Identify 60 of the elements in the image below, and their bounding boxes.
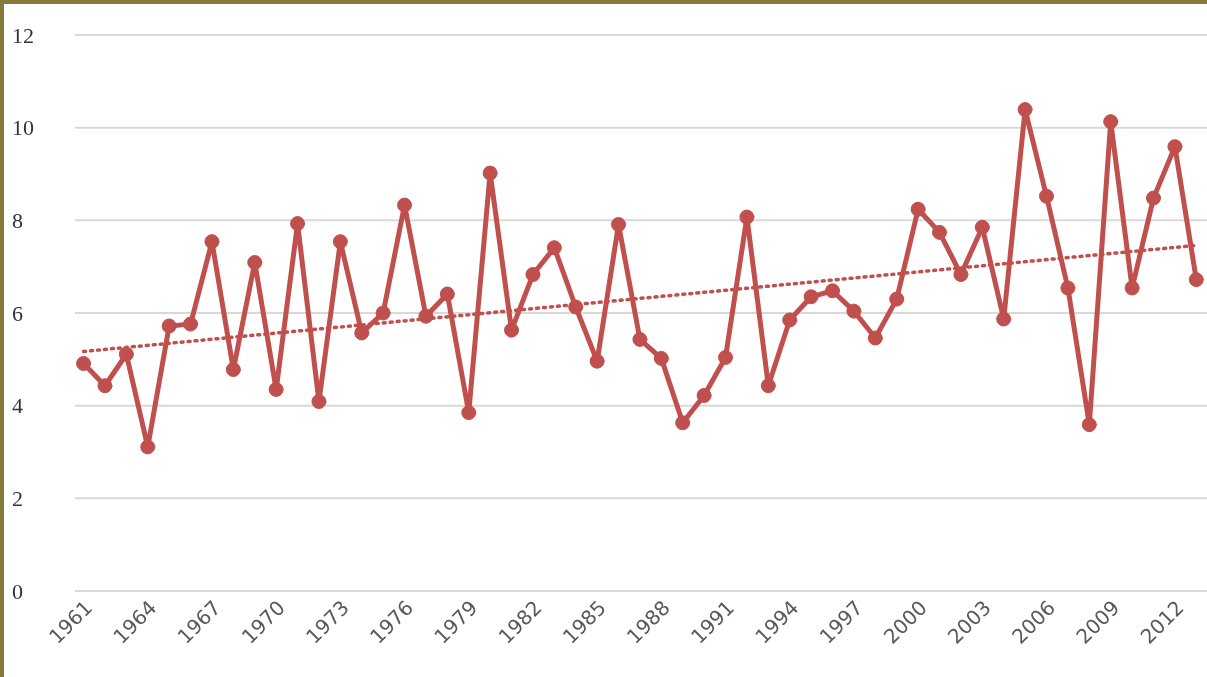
point	[397, 197, 413, 213]
point	[290, 216, 306, 232]
point	[118, 346, 134, 362]
point	[782, 312, 798, 328]
point	[825, 283, 841, 299]
y-tick-label: 8	[12, 208, 23, 234]
y-tick-label: 10	[12, 115, 34, 141]
point	[996, 311, 1012, 327]
point	[247, 255, 263, 270]
point	[760, 378, 776, 394]
point	[332, 234, 348, 250]
point	[653, 350, 669, 366]
point	[375, 305, 391, 321]
point	[953, 267, 969, 283]
point	[225, 362, 241, 378]
point	[76, 356, 92, 371]
point	[889, 291, 905, 307]
point	[268, 381, 284, 397]
point	[1167, 139, 1183, 155]
point	[204, 234, 220, 250]
point	[161, 318, 177, 334]
point	[846, 303, 862, 319]
point	[183, 316, 199, 332]
point	[803, 289, 819, 305]
point	[696, 387, 712, 403]
point	[1039, 188, 1055, 204]
point	[546, 240, 562, 256]
y-tick-label: 6	[12, 300, 23, 326]
point	[910, 201, 926, 217]
point	[568, 299, 584, 315]
point	[739, 209, 755, 225]
point	[1146, 190, 1161, 206]
point	[1017, 102, 1033, 118]
point	[482, 165, 498, 181]
point	[611, 217, 627, 232]
point	[718, 349, 734, 365]
point	[1081, 417, 1097, 433]
y-tick-label: 4	[12, 393, 23, 419]
point	[418, 308, 434, 324]
point	[932, 224, 948, 240]
point	[589, 353, 605, 369]
y-tick-label: 12	[12, 22, 34, 48]
point	[632, 331, 648, 347]
point	[974, 219, 990, 235]
point	[1060, 280, 1076, 296]
point	[311, 394, 327, 409]
point	[1124, 280, 1140, 296]
point	[97, 378, 113, 394]
point	[504, 322, 520, 338]
y-tick-label: 0	[12, 578, 23, 604]
point	[461, 405, 477, 421]
point	[439, 286, 455, 302]
point	[354, 325, 370, 341]
point	[140, 439, 156, 455]
point	[1103, 114, 1119, 130]
y-tick-label: 2	[12, 486, 23, 512]
point	[675, 415, 691, 431]
point	[1188, 272, 1204, 288]
point	[525, 267, 541, 283]
point	[867, 330, 883, 346]
